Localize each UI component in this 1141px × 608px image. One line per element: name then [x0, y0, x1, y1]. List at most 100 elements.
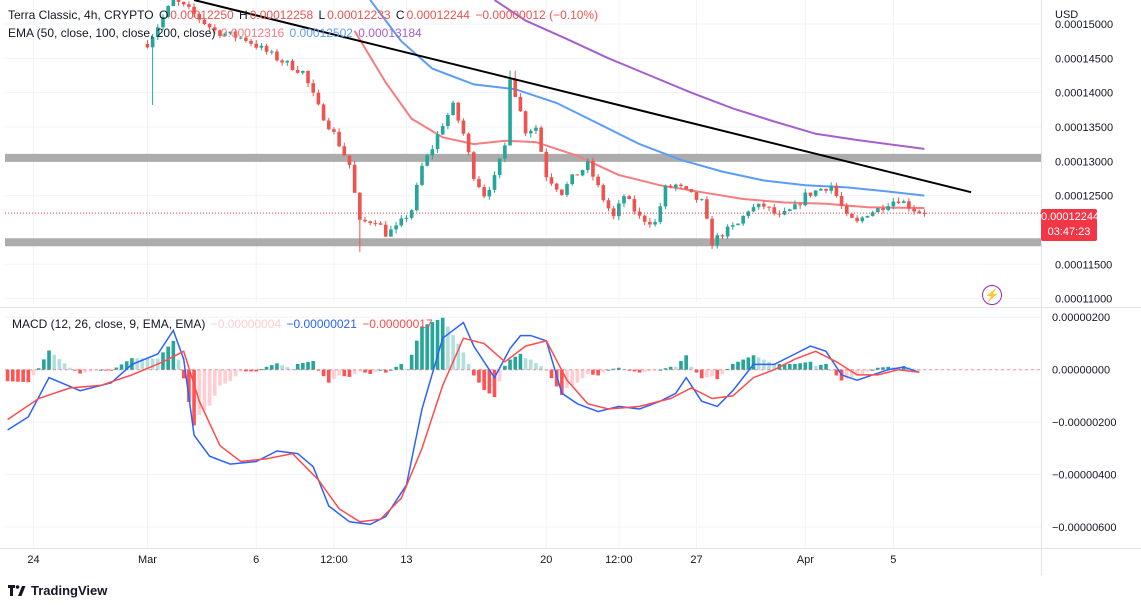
- candle-body: [503, 145, 507, 159]
- macd-histogram-bar: [912, 368, 916, 370]
- macd-signal-line: [7, 337, 920, 523]
- macd-histogram-bar: [679, 361, 683, 370]
- candle-body: [741, 215, 745, 224]
- macd-histogram-bar: [570, 369, 575, 386]
- tradingview-brand[interactable]: TradingView: [8, 583, 107, 598]
- candle-body: [358, 192, 362, 220]
- candle-body: [705, 199, 709, 219]
- macd-histogram-bar: [648, 369, 652, 372]
- macd-histogram-bar: [637, 369, 642, 373]
- macd-histogram: [5, 317, 1041, 426]
- candle-body: [808, 192, 813, 196]
- candle-body: [922, 212, 927, 214]
- macd-histogram-bar: [99, 369, 103, 371]
- macd-histogram-bar: [793, 363, 797, 370]
- macd-histogram-bar: [497, 369, 502, 382]
- candle-body: [865, 215, 870, 218]
- macd-histogram-bar: [560, 369, 564, 395]
- macd-histogram-bar: [378, 369, 383, 371]
- candle-body: [176, 0, 181, 2]
- macd-histogram-bar: [829, 369, 834, 371]
- macd-histogram-bar: [461, 352, 466, 370]
- macd-histogram-bar: [311, 361, 316, 370]
- macd-histogram-bar: [699, 369, 704, 379]
- macd-label[interactable]: MACD (12, 26, close, 9, EMA, EMA): [12, 317, 206, 331]
- macd-histogram-bar: [187, 369, 191, 402]
- candle-body: [212, 27, 217, 31]
- candle-body: [694, 192, 699, 200]
- candle-body: [870, 212, 875, 216]
- macd-histogram-bar: [83, 369, 88, 373]
- macd-histogram-bar: [684, 355, 688, 370]
- price-tick-label: 0.00014000: [1055, 88, 1113, 100]
- candle-body: [269, 51, 274, 53]
- macd-histogram-bar: [642, 369, 647, 372]
- candle-body: [793, 204, 797, 210]
- macd-histogram-bar: [275, 363, 279, 370]
- candle-body: [420, 165, 424, 185]
- candle-body: [839, 195, 844, 206]
- macd-histogram-bar: [580, 369, 585, 379]
- macd-histogram-bar: [601, 369, 606, 373]
- macd-histogram-bar: [886, 366, 891, 370]
- candle-body: [166, 6, 170, 17]
- macd-histogram-bar: [534, 362, 538, 370]
- macd-histogram-bar: [269, 365, 274, 370]
- macd-histogram-bar: [798, 363, 802, 370]
- grid-lines: [5, 0, 1041, 548]
- macd-histogram-bar: [192, 369, 196, 426]
- candle-body: [591, 161, 595, 177]
- macd-histogram-bar: [539, 366, 543, 370]
- price-tick-label: 0.00014500: [1055, 53, 1113, 65]
- macd-histogram-bar: [808, 361, 813, 370]
- high-value: 0.00012258: [249, 8, 314, 22]
- candle-body: [772, 207, 777, 214]
- candle-body: [689, 189, 694, 193]
- candle-body: [710, 218, 714, 246]
- candle-body: [565, 184, 569, 195]
- candle-body: [896, 201, 901, 204]
- macd-histogram-bar: [301, 362, 305, 370]
- ema-label[interactable]: EMA (50, close, 100, close, 200, close): [8, 26, 216, 40]
- support-zone: [5, 238, 1041, 247]
- macd-histogram-bar: [673, 366, 678, 370]
- time-tick-label: 12:00: [605, 554, 633, 566]
- legend-macd-row: MACD (12, 26, close, 9, EMA, EMA) −0.000…: [12, 316, 435, 332]
- candle-body: [171, 0, 176, 7]
- candle-body: [414, 184, 419, 211]
- macd-histogram-bar: [860, 369, 865, 374]
- macd-histogram-bar: [16, 369, 20, 382]
- candle-body: [627, 196, 632, 200]
- candle-body: [554, 183, 559, 190]
- macd-histogram-bar: [62, 363, 67, 370]
- macd-histogram-bar: [202, 369, 207, 411]
- candle-body: [917, 211, 922, 213]
- macd-histogram-bar: [487, 369, 492, 394]
- brand-name: TradingView: [31, 583, 108, 598]
- macd-histogram-bar: [78, 369, 82, 374]
- high-label: H: [239, 8, 248, 22]
- macd-histogram-bar: [803, 362, 808, 370]
- candle-body: [342, 146, 347, 156]
- candle-body: [819, 188, 823, 191]
- macd-histogram-bar: [176, 359, 181, 370]
- open-value: 0.00012250: [170, 8, 234, 22]
- macd-histogram-bar: [451, 335, 455, 370]
- close-label: C: [395, 8, 405, 22]
- macd-histogram-bar: [881, 367, 885, 370]
- candle-body: [575, 174, 580, 176]
- macd-histogram-bar: [813, 365, 818, 370]
- lightning-icon[interactable]: ⚡: [982, 285, 1002, 305]
- candle-body: [285, 60, 290, 63]
- macd-histogram-bar: [870, 369, 875, 371]
- time-tick-label: 6: [253, 554, 259, 566]
- candle-body: [725, 226, 730, 237]
- candle-body: [756, 203, 761, 208]
- candle-body: [523, 111, 528, 134]
- candle-body: [617, 203, 621, 217]
- macd-histogram-bar: [855, 369, 859, 376]
- ema-lines: [353, 0, 925, 209]
- macd-histogram-bar: [124, 361, 129, 370]
- price-tick-label: 0.00013500: [1055, 122, 1113, 134]
